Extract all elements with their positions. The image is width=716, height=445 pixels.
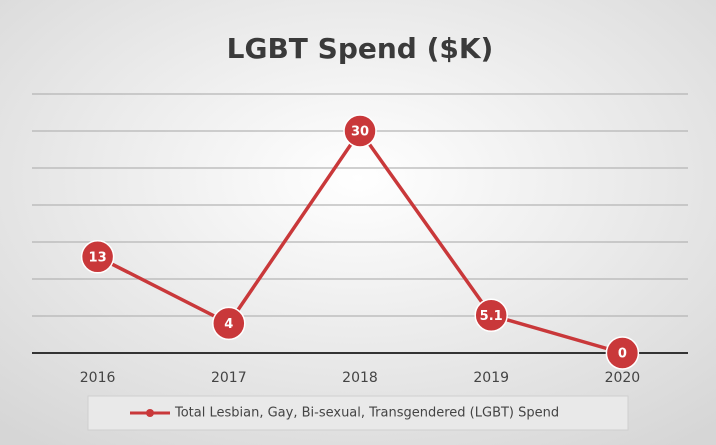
data-label: 30 (351, 125, 369, 140)
data-label: 4 (224, 317, 233, 332)
point (605, 336, 640, 370)
point (474, 298, 508, 333)
legend-box (87, 395, 629, 431)
data-label: 5.1 (480, 309, 503, 324)
point (212, 306, 246, 341)
x-tick-label: 2018 (342, 370, 378, 386)
legend-label: Total Lesbian, Gay, Bi-sexual, Transgend… (174, 406, 559, 421)
x-tick-label: 2020 (605, 370, 641, 386)
x-tick-label: 2019 (473, 370, 509, 386)
chart-title: LGBT Spend ($K) (227, 32, 494, 65)
x-tick-label: 2017 (211, 370, 247, 386)
point (80, 240, 115, 274)
x-tick-label: 2016 (80, 370, 116, 386)
legend-marker (146, 409, 154, 417)
data-label: 13 (89, 250, 107, 265)
point (343, 114, 377, 148)
data-label: 0 (618, 347, 627, 362)
